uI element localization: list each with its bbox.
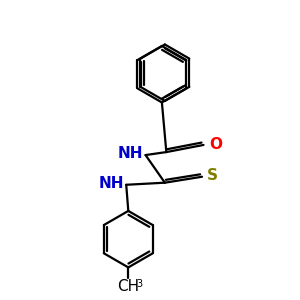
Text: NH: NH xyxy=(118,146,143,161)
Text: CH: CH xyxy=(117,279,140,294)
Text: S: S xyxy=(207,168,218,183)
Text: 3: 3 xyxy=(136,279,143,289)
Text: O: O xyxy=(209,137,222,152)
Text: NH: NH xyxy=(98,176,124,191)
